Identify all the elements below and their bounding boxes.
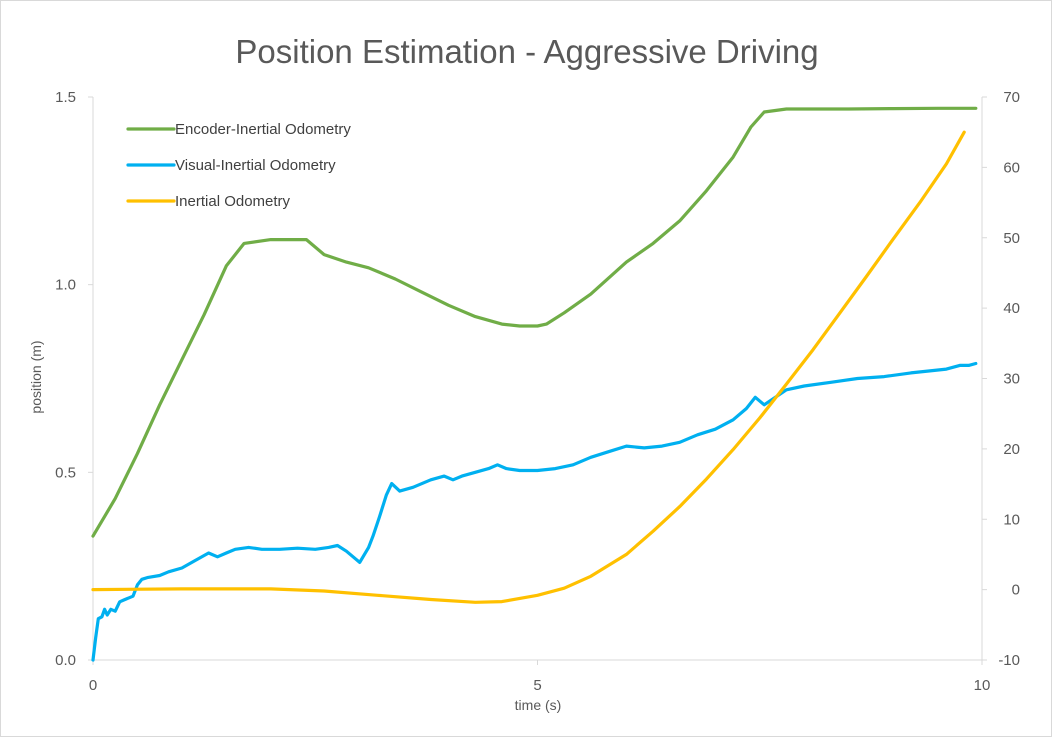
y-tick-label: 0.5 [55,464,76,481]
x-tick-label: 10 [974,677,991,694]
y2-tick-label: -10 [998,652,1020,669]
y-tick-label: 1.0 [55,277,76,294]
y2-tick-label: 10 [1003,511,1020,528]
legend-label: Inertial Odometry [175,193,291,210]
legend-label: Encoder-Inertial Odometry [175,121,351,138]
x-axis-title: time (s) [515,697,562,713]
y2-tick-label: 20 [1003,441,1020,458]
y-tick-label: 1.5 [55,89,76,106]
x-tick-label: 5 [533,677,541,694]
y2-tick-label: 70 [1003,89,1020,106]
y2-tick-label: 40 [1003,300,1020,317]
x-tick-label: 0 [89,677,97,694]
series-layer [91,106,978,662]
axes: 0.0 0.5 1.0 1.5 -10 0 10 20 30 40 50 60 70 0 5 10 [55,89,1020,694]
series-line-inertial-odometry [91,130,966,604]
series-line-encoder-inertial-odometry [91,106,978,538]
legend: Encoder-Inertial Odometry Visual-Inertial… [126,121,351,210]
y-tick-label: 0.0 [55,652,76,669]
y2-tick-label: 60 [1003,159,1020,176]
legend-label: Visual-Inertial Odometry [175,157,336,174]
y2-tick-label: 0 [1012,582,1020,599]
series-line-visual-inertial-odometry [91,361,978,662]
y2-tick-label: 50 [1003,230,1020,247]
y2-tick-label: 30 [1003,371,1020,388]
chart-title: Position Estimation - Aggressive Driving [235,33,818,70]
y-axis-title: position (m) [28,340,44,413]
